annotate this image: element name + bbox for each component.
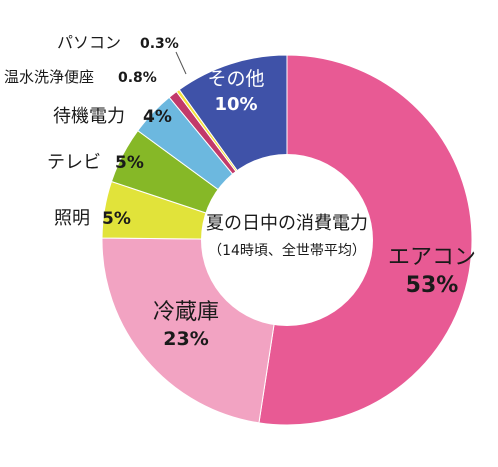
- leader-line-pc: [175, 51, 187, 75]
- slice-label-tv: テレビ: [47, 152, 101, 173]
- center-subtitle: （14時頃、全世帯平均）: [208, 242, 366, 259]
- slice-label-toilet-seat: 温水洗浄便座: [4, 68, 94, 86]
- slice-value-other: 10%: [214, 94, 257, 115]
- slice-label-other: その他: [207, 68, 264, 90]
- slice-label-pc: パソコン: [57, 33, 121, 52]
- slice-value-pc: 0.3%: [140, 36, 179, 52]
- slice-value-standby: 4%: [143, 107, 172, 127]
- center-title: 夏の日中の消費電力: [206, 213, 368, 234]
- slice-value-tv: 5%: [115, 153, 144, 173]
- slice-value-lighting: 5%: [102, 209, 131, 229]
- slice-label-aircon: エアコン: [388, 245, 476, 270]
- slice-label-fridge: 冷蔵庫: [153, 300, 219, 325]
- donut-hole: [201, 154, 373, 326]
- slice-value-aircon: 53%: [406, 273, 459, 298]
- slice-value-toilet-seat: 0.8%: [118, 70, 157, 86]
- slice-label-standby: 待機電力: [53, 106, 125, 127]
- slice-label-lighting: 照明: [54, 208, 90, 229]
- slice-value-fridge: 23%: [163, 328, 208, 350]
